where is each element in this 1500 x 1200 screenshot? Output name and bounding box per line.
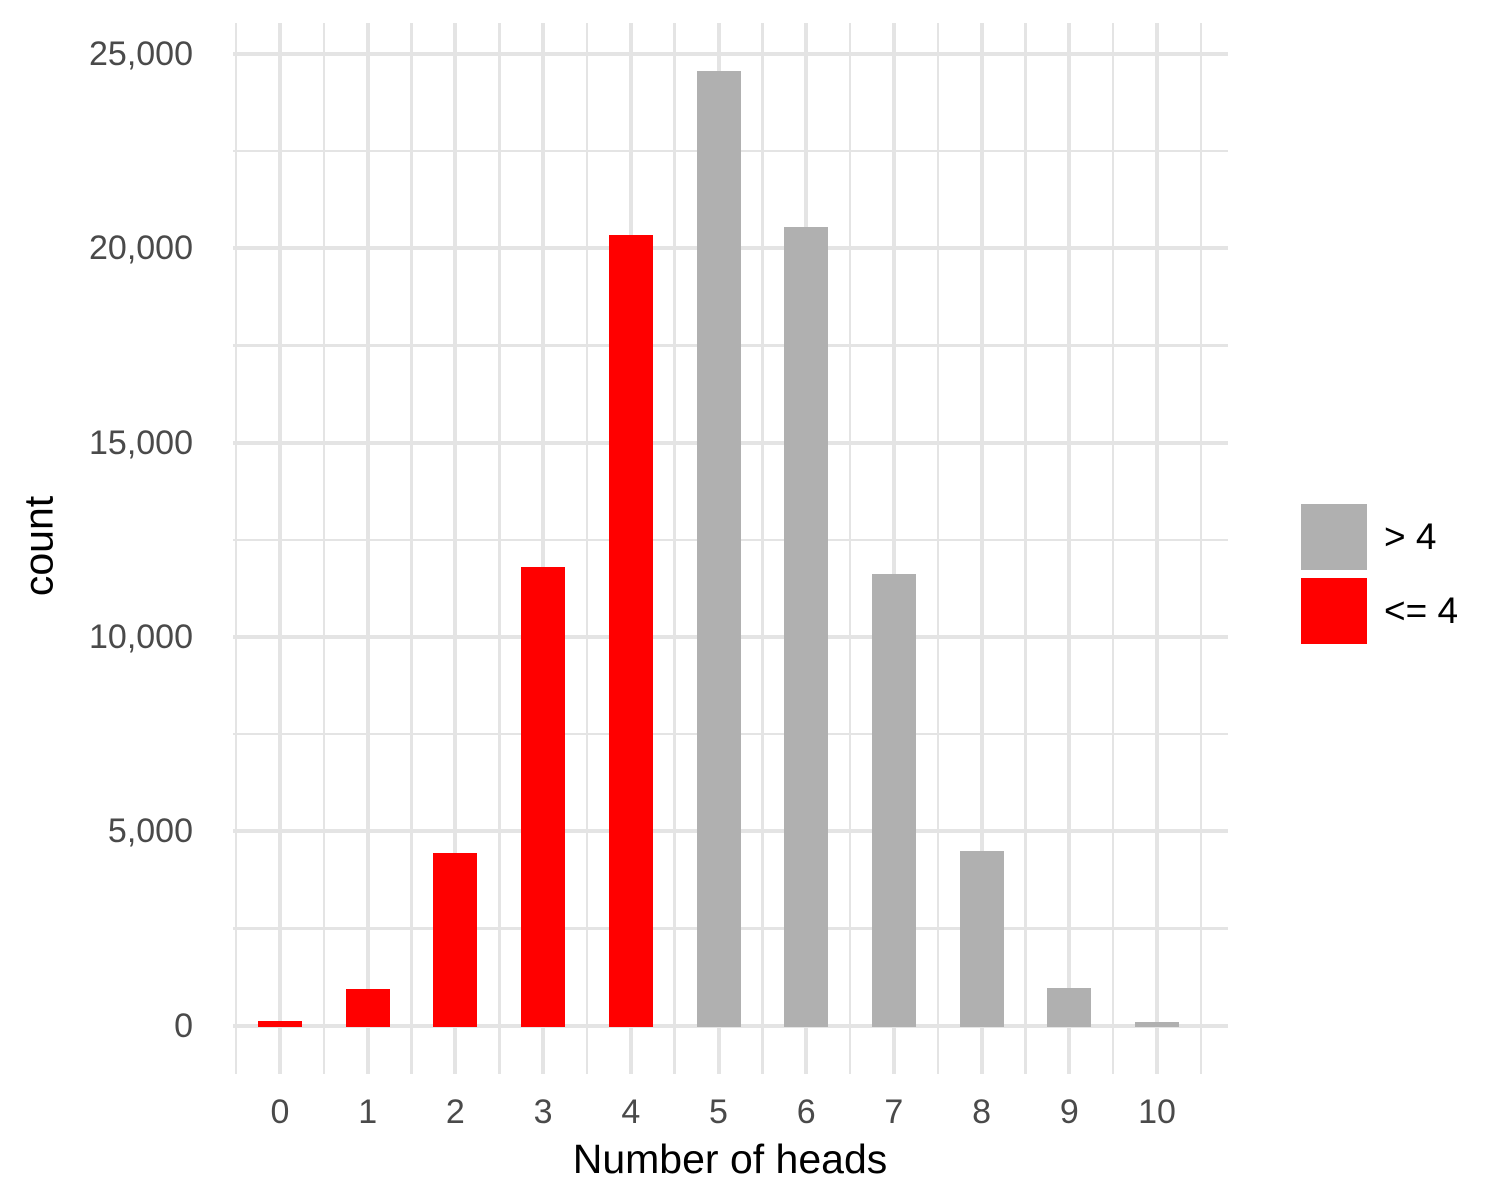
gridline-x-major	[278, 23, 282, 1074]
gridline-x-minor	[1111, 23, 1115, 1074]
x-axis-title: Number of heads	[572, 1136, 888, 1182]
bar	[258, 1020, 302, 1028]
gridline-x-major	[1067, 23, 1072, 1074]
gridline-x-minor	[936, 23, 939, 1074]
bar	[608, 235, 653, 1028]
y-tick-label: 20,000	[89, 229, 193, 268]
gridline-x-major	[365, 23, 370, 1074]
y-axis-title: count	[15, 495, 62, 597]
bar	[959, 851, 1004, 1028]
bar	[1047, 987, 1092, 1028]
x-tick-label: 2	[445, 1093, 465, 1131]
gridline-x-major	[891, 23, 896, 1074]
plot-panel	[233, 23, 1228, 1074]
bar	[345, 988, 390, 1028]
gridline-x-minor	[761, 23, 764, 1074]
y-tick-label: 10,000	[89, 617, 193, 656]
legend: > 4 <= 4	[1301, 504, 1458, 644]
legend-label: <= 4	[1384, 590, 1459, 631]
bar	[1135, 1022, 1179, 1028]
gridline-x-minor	[848, 23, 852, 1074]
y-tick-label: 15,000	[89, 423, 193, 462]
gridline-x-major	[541, 23, 546, 1074]
x-tick-label: 7	[884, 1093, 904, 1131]
gridline-x-major	[979, 23, 984, 1074]
gridline-x-minor	[1024, 23, 1027, 1074]
gridline-x-minor	[1199, 23, 1203, 1074]
legend-entry: <= 4	[1301, 578, 1458, 644]
bar	[696, 70, 741, 1028]
x-tick-label: 5	[709, 1093, 728, 1131]
x-tick-label: 0	[270, 1093, 290, 1131]
gridline-x-major	[453, 23, 458, 1074]
gridline-x-minor	[234, 23, 238, 1074]
gridline-x-minor	[673, 23, 676, 1074]
x-tick-label: 3	[533, 1093, 553, 1131]
gridline-x-minor	[498, 23, 501, 1074]
bar	[871, 573, 916, 1028]
gridline-y-major	[233, 52, 1228, 56]
x-tick-label: 1	[358, 1093, 378, 1131]
x-tick-label: 4	[621, 1093, 641, 1131]
legend-entry: > 4	[1301, 504, 1458, 570]
gridline-x-major	[1155, 23, 1159, 1074]
x-tick-label: 10	[1138, 1093, 1176, 1131]
x-tick-label: 6	[796, 1093, 816, 1131]
legend-key-swatch	[1301, 578, 1367, 644]
legend-label: > 4	[1384, 516, 1437, 557]
bar	[521, 567, 566, 1028]
bar	[784, 226, 829, 1028]
y-tick-label: 5,000	[107, 812, 193, 851]
gridline-x-minor	[322, 23, 326, 1074]
legend-key-swatch	[1301, 504, 1367, 570]
x-tick-label: 8	[972, 1093, 992, 1131]
gridline-x-minor	[410, 23, 413, 1074]
x-tick-label: 9	[1059, 1093, 1079, 1131]
y-tick-label: 25,000	[89, 35, 193, 73]
bar	[433, 853, 478, 1028]
gridline-x-minor	[585, 23, 589, 1074]
y-tick-label: 0	[174, 1006, 193, 1045]
